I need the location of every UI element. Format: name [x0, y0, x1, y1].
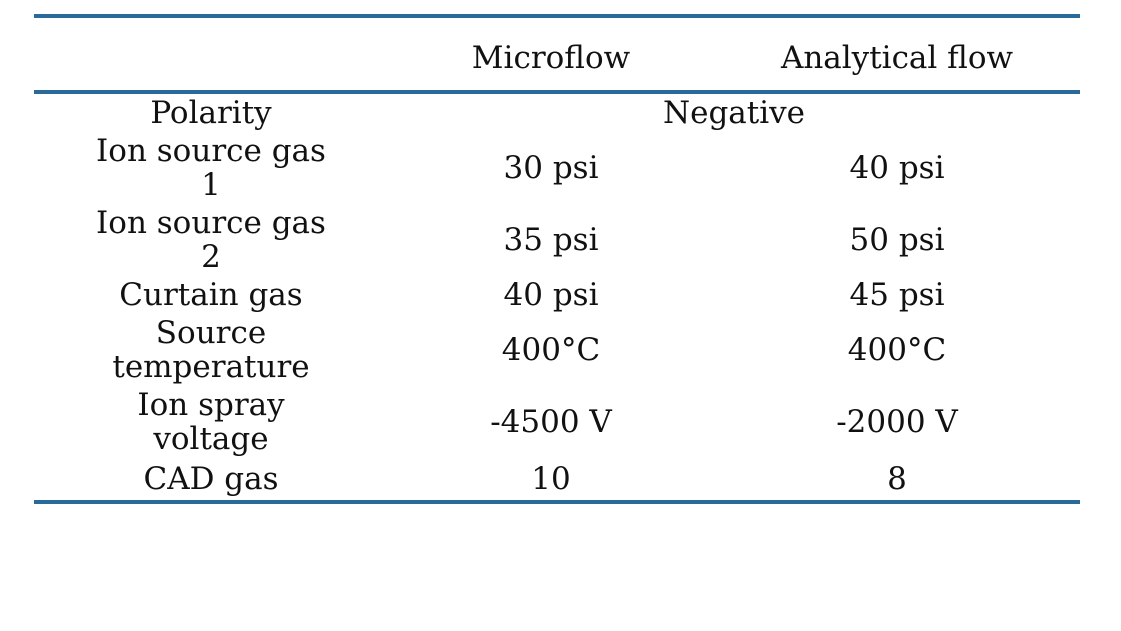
header-parameter	[34, 14, 388, 94]
cell-microflow: 35 psi	[503, 222, 599, 258]
cell-microflow: 400°C	[501, 332, 601, 368]
row-label-ion-source-gas-2: Ion source gas 2	[34, 204, 388, 276]
ms-parameters-table: Microflow Analytical flow Polarity Negat…	[34, 14, 1080, 504]
header-microflow: Microflow	[388, 14, 714, 94]
row-label-line1: Ion source gas	[96, 205, 326, 241]
parameters-table-container: Microflow Analytical flow Polarity Negat…	[34, 14, 1080, 626]
table-row-cad-gas: CAD gas 10 8	[34, 458, 1080, 504]
cell-microflow: 40 psi	[503, 277, 599, 313]
table-row-ion-spray-voltage: Ion spray voltage -4500 V -2000 V	[34, 386, 1080, 458]
row-label-ion-spray-voltage: Ion spray voltage	[34, 386, 388, 458]
cell-analytical-flow: 45 psi	[849, 277, 945, 313]
header-row: Microflow Analytical flow	[34, 14, 1080, 94]
row-label-line2: temperature	[112, 349, 310, 385]
row-label-line2: 1	[201, 167, 221, 203]
table-row-curtain-gas: Curtain gas 40 psi 45 psi	[34, 276, 1080, 314]
row-label-ion-source-gas-1: Ion source gas 1	[34, 132, 388, 204]
polarity-value: Negative	[662, 95, 806, 131]
row-label-line2: 2	[201, 239, 221, 275]
cell-analytical-flow: 40 psi	[849, 150, 945, 186]
row-label-line1: Ion spray	[137, 387, 285, 423]
cell-microflow: -4500 V	[490, 404, 612, 440]
row-label-cad-gas: CAD gas	[34, 458, 388, 504]
cell-microflow: 10	[388, 458, 714, 504]
row-label-source-temperature: Source temperature	[34, 314, 388, 386]
row-label-line1: Ion source gas	[96, 133, 326, 169]
row-label-line1: Source	[155, 315, 267, 351]
table-row-polarity: Polarity Negative	[34, 92, 1080, 132]
cell-analytical-flow: 400°C	[847, 332, 947, 368]
header-analytical-flow: Analytical flow	[714, 14, 1080, 94]
cell-analytical-flow: -2000 V	[836, 404, 958, 440]
cell-analytical-flow: 50 psi	[849, 222, 945, 258]
table-row-source-temperature: Source temperature 400°C 400°C	[34, 314, 1080, 386]
cell-analytical-flow: 8	[714, 458, 1080, 504]
row-label-polarity: Polarity	[150, 95, 272, 131]
row-label-curtain-gas: Curtain gas	[119, 277, 303, 313]
table-row-ion-source-gas-1: Ion source gas 1 30 psi 40 psi	[34, 132, 1080, 204]
table-row-ion-source-gas-2: Ion source gas 2 35 psi 50 psi	[34, 204, 1080, 276]
cell-microflow: 30 psi	[503, 150, 599, 186]
row-label-line2: voltage	[153, 421, 269, 457]
